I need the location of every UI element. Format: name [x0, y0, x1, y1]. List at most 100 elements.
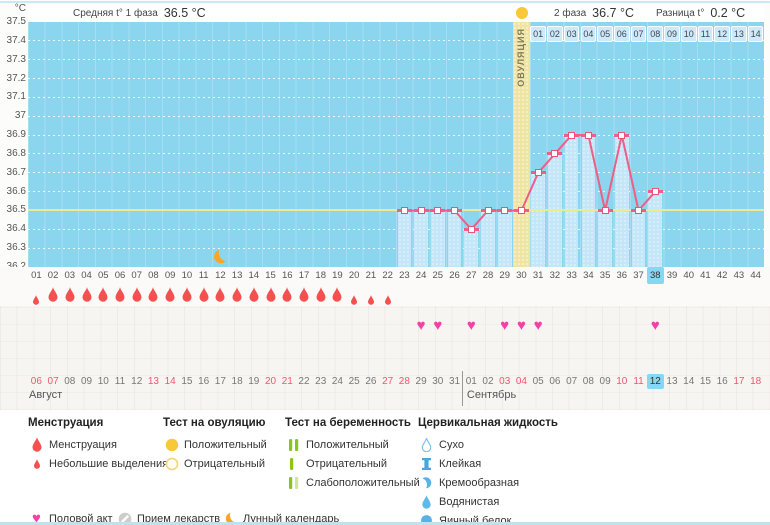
- cycle-day-number[interactable]: 15: [265, 270, 276, 281]
- temperature-point[interactable]: [551, 150, 559, 158]
- cycle-day-number[interactable]: 30: [516, 270, 527, 281]
- cycle-day-number[interactable]: 05: [97, 270, 109, 281]
- cycle-day-number[interactable]: 19: [332, 270, 343, 281]
- date-cell[interactable]: 16: [198, 376, 210, 387]
- temperature-point[interactable]: [484, 206, 492, 214]
- date-cell[interactable]: 14: [683, 376, 695, 387]
- menstruation-drop-small[interactable]: [28, 292, 45, 310]
- date-cell[interactable]: 06: [30, 376, 42, 387]
- menstruation-drop-large[interactable]: [45, 287, 62, 307]
- date-cell[interactable]: 04: [515, 376, 527, 387]
- menstruation-drop-large[interactable]: [112, 287, 129, 307]
- cycle-day-number[interactable]: 14: [248, 270, 260, 281]
- cycle-day-number[interactable]: 06: [114, 270, 126, 281]
- menstruation-drop-large[interactable]: [78, 287, 95, 307]
- cycle-day-number[interactable]: 04: [81, 270, 92, 281]
- date-cell[interactable]: 10: [97, 376, 109, 387]
- date-cell[interactable]: 08: [582, 376, 594, 387]
- date-cell[interactable]: 23: [315, 376, 327, 387]
- cycle-day-number[interactable]: 41: [700, 270, 711, 281]
- intercourse-heart[interactable]: ♥: [433, 317, 443, 334]
- date-cell[interactable]: 30: [432, 376, 444, 387]
- cycle-day-number[interactable]: 24: [415, 270, 427, 281]
- menstruation-drop-small[interactable]: [346, 292, 363, 310]
- date-cell[interactable]: 18: [231, 376, 243, 387]
- cycle-day-number[interactable]: 32: [549, 270, 561, 281]
- intercourse-heart[interactable]: ♥: [466, 317, 476, 334]
- temperature-point[interactable]: [534, 169, 542, 177]
- cycle-day-number[interactable]: 02: [47, 270, 59, 281]
- menstruation-drop-large[interactable]: [195, 287, 212, 307]
- cycle-day-number[interactable]: 29: [499, 270, 510, 281]
- cycle-day-number[interactable]: 12: [215, 270, 226, 281]
- date-cell[interactable]: 05: [532, 376, 544, 387]
- date-cell[interactable]: 09: [80, 376, 93, 387]
- date-cell[interactable]: 06: [549, 376, 561, 387]
- cycle-day-number[interactable]: 40: [683, 270, 694, 281]
- cycle-day-number[interactable]: 07: [131, 270, 142, 281]
- cycle-day-number[interactable]: 35: [599, 270, 611, 281]
- date-cell[interactable]: 28: [398, 376, 410, 387]
- date-cell[interactable]: 13: [147, 376, 159, 387]
- cycle-day-number[interactable]: 25: [432, 270, 444, 281]
- cycle-day-number[interactable]: 16: [281, 270, 293, 281]
- cycle-day-number[interactable]: 08: [148, 270, 159, 281]
- temperature-point[interactable]: [400, 206, 408, 214]
- cycle-day-number[interactable]: 10: [181, 270, 193, 281]
- cycle-day-number[interactable]: 39: [666, 270, 678, 281]
- menstruation-drop-large[interactable]: [212, 287, 229, 307]
- menstruation-drop-large[interactable]: [229, 287, 246, 307]
- date-cell[interactable]: 07: [566, 376, 578, 387]
- menstruation-drop-large[interactable]: [95, 287, 112, 307]
- date-cell[interactable]: 13: [666, 376, 678, 387]
- date-cell[interactable]: 11: [633, 376, 644, 387]
- cycle-day-number[interactable]: 42: [716, 270, 728, 281]
- date-cell[interactable]: 25: [348, 376, 360, 387]
- temperature-point[interactable]: [451, 206, 459, 214]
- date-cell[interactable]: 17: [733, 376, 745, 387]
- menstruation-drop-large[interactable]: [279, 287, 296, 307]
- intercourse-heart[interactable]: ♥: [416, 317, 426, 334]
- date-cell[interactable]: 03: [499, 376, 511, 387]
- cycle-day-number[interactable]: 13: [231, 270, 243, 281]
- temperature-point[interactable]: [568, 131, 576, 139]
- temperature-point[interactable]: [517, 206, 525, 214]
- cycle-day-number[interactable]: 33: [566, 270, 577, 281]
- menstruation-drop-large[interactable]: [312, 287, 329, 307]
- temperature-point[interactable]: [501, 206, 509, 214]
- cycle-day-number[interactable]: 21: [365, 270, 377, 281]
- cycle-day-number[interactable]: 01: [31, 270, 42, 281]
- date-cell[interactable]: 15: [699, 376, 711, 387]
- date-cell[interactable]: 02: [482, 376, 494, 387]
- date-cell[interactable]: 15: [181, 376, 193, 387]
- cycle-day-number[interactable]: 22: [382, 270, 393, 281]
- cycle-day-number[interactable]: 44: [750, 270, 761, 281]
- date-cell[interactable]: 24: [331, 376, 343, 387]
- temperature-point[interactable]: [434, 206, 442, 214]
- cycle-day-number[interactable]: 31: [532, 270, 544, 281]
- menstruation-drop-small[interactable]: [363, 292, 380, 310]
- cycle-day-number[interactable]: 03: [64, 270, 76, 281]
- date-cell[interactable]: 11: [114, 376, 126, 387]
- cycle-day-number[interactable]: 17: [298, 270, 310, 281]
- temperature-point[interactable]: [584, 131, 592, 139]
- date-cell[interactable]: 18: [750, 376, 762, 387]
- menstruation-drop-large[interactable]: [262, 287, 279, 307]
- menstruation-drop-large[interactable]: [296, 287, 313, 307]
- date-cell[interactable]: 29: [415, 376, 427, 387]
- cycle-day-number[interactable]: 28: [482, 270, 494, 281]
- menstruation-drop-small[interactable]: [379, 292, 396, 310]
- date-cell[interactable]: 27: [382, 376, 394, 387]
- date-cell[interactable]: 19: [248, 376, 260, 387]
- temperature-point[interactable]: [618, 131, 626, 139]
- cycle-day-number[interactable]: 11: [198, 270, 209, 281]
- cycle-day-number[interactable]: 34: [583, 270, 594, 281]
- menstruation-drop-large[interactable]: [61, 287, 78, 307]
- intercourse-heart[interactable]: ♥: [516, 317, 526, 334]
- menstruation-drop-large[interactable]: [162, 287, 179, 307]
- cycle-day-number[interactable]: 37: [633, 270, 644, 281]
- menstruation-drop-large[interactable]: [179, 287, 196, 307]
- date-cell[interactable]: 08: [64, 376, 76, 387]
- cycle-day-number[interactable]: 36: [616, 270, 628, 281]
- date-cell[interactable]: 07: [47, 376, 59, 387]
